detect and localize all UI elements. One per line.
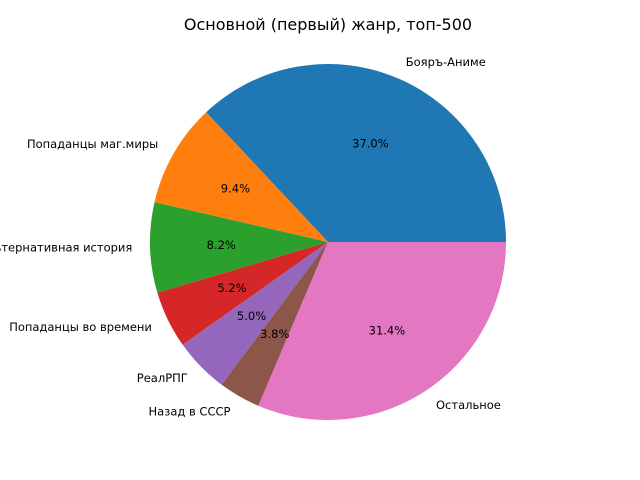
pie-slice-2 bbox=[154, 112, 328, 243]
slice-label-4: Попаданцы во времени bbox=[9, 320, 152, 334]
chart-title: Основной (первый) жанр, топ-500 bbox=[184, 15, 472, 34]
pie-slice-7 bbox=[258, 242, 506, 420]
pie-slice-1 bbox=[206, 63, 506, 242]
slice-percent-1: 37.0% bbox=[352, 136, 389, 150]
slice-percent-6: 3.8% bbox=[260, 327, 289, 341]
slice-percent-2: 9.4% bbox=[221, 181, 250, 195]
slice-percent-4: 5.2% bbox=[217, 281, 246, 295]
pie-slice-6 bbox=[221, 242, 328, 406]
slice-percent-7: 31.4% bbox=[369, 324, 406, 338]
pie-slice-3 bbox=[149, 202, 328, 293]
slice-label-3: Альтернативная история bbox=[0, 241, 132, 255]
slice-label-7: Остальное bbox=[436, 398, 501, 412]
slice-label-2: Попаданцы маг.миры bbox=[27, 137, 158, 151]
labels-layer: Бояръ-Аниме 37.0% Попаданцы маг.миры 9.4% Ал… bbox=[0, 55, 501, 418]
slice-label-5: РеалРПГ bbox=[137, 371, 188, 385]
slice-label-6: Назад в СССР bbox=[149, 404, 231, 418]
pie-slice-4 bbox=[157, 242, 328, 345]
slice-percent-3: 8.2% bbox=[207, 238, 236, 252]
slices-layer bbox=[149, 63, 506, 420]
slice-percent-5: 5.0% bbox=[237, 309, 266, 323]
pie-slice-5 bbox=[182, 242, 328, 385]
slice-label-1: Бояръ-Аниме bbox=[406, 55, 486, 69]
